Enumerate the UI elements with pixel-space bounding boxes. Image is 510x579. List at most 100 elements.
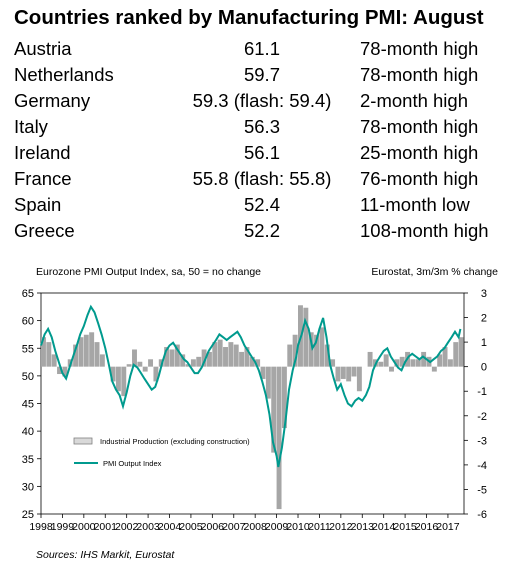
y-left-tick-label: 65 (22, 288, 34, 300)
y-left-tick-label: 60 (22, 316, 34, 328)
ip-bar (244, 347, 250, 367)
ip-bar (148, 359, 154, 367)
ip-bar (319, 327, 325, 367)
ip-bar (314, 334, 320, 367)
ip-bar (389, 366, 394, 372)
y-right-tick-label: -6 (477, 509, 487, 521)
y-right-tick-label: -5 (477, 484, 487, 496)
ranking-row: Italy 56.3 78-month high (14, 114, 510, 140)
ip-bar (453, 342, 459, 367)
pmi-note: 25-month high (360, 142, 479, 163)
ip-bar (292, 334, 298, 367)
ip-bar (190, 359, 196, 367)
pmi-note: 76-month high (360, 168, 479, 189)
legend-label-bars: Industrial Production (excluding constru… (100, 437, 250, 446)
ip-bar (46, 342, 52, 367)
ip-bar (201, 349, 207, 367)
y-left-tick-label: 30 (22, 481, 34, 493)
country-name: Netherlands (14, 64, 114, 85)
ip-bar (260, 366, 266, 379)
ip-bar (137, 361, 143, 367)
ip-bar (41, 337, 46, 367)
x-tick-label: 2001 (94, 521, 118, 533)
x-tick-label: 2005 (179, 521, 203, 533)
ip-bar (180, 354, 186, 367)
ip-bar (415, 359, 421, 367)
country-name: France (14, 168, 72, 189)
pmi-value: 59.3 (flash: 59.4) (192, 90, 332, 111)
pmi-note: 78-month high (360, 38, 479, 59)
x-tick-label: 2006 (201, 521, 225, 533)
x-tick-label: 2008 (243, 521, 267, 533)
pmi-value: 52.2 (243, 220, 280, 241)
ip-bar (394, 359, 400, 367)
x-tick-label: 2013 (351, 521, 375, 533)
ip-bar (89, 332, 95, 367)
y-right-tick-label: 1 (481, 337, 487, 349)
x-tick-label: 2012 (329, 521, 353, 533)
legend-label-line: PMI Output Index (103, 459, 162, 468)
ip-bar (367, 351, 373, 367)
ranking-row: Netherlands 59.7 78-month high (14, 62, 510, 88)
country-name: Ireland (14, 142, 71, 163)
ip-bar (239, 351, 245, 367)
pmi-note: 78-month high (360, 64, 479, 85)
ip-bar (223, 347, 228, 367)
y-right-tick-label: -1 (477, 386, 487, 398)
y-right-tick-label: -2 (477, 411, 487, 423)
chart-title-right: Eurostat, 3m/3m % change (371, 266, 498, 278)
ip-bar (233, 344, 239, 367)
ip-bar (51, 354, 57, 367)
ip-bar (378, 361, 384, 367)
legend-swatch-bars (73, 437, 93, 445)
x-tick-label: 2009 (265, 521, 289, 533)
ip-bar (142, 366, 148, 372)
ip-bar (185, 364, 191, 367)
ip-bar (196, 356, 202, 367)
x-tick-label: 2003 (136, 521, 160, 533)
pmi-value: 56.1 (243, 142, 280, 163)
pmi-note: 2-month high (360, 90, 468, 111)
ip-bar (340, 366, 346, 379)
ip-bar (121, 366, 127, 397)
y-left-tick-label: 40 (22, 426, 34, 438)
country-name: Greece (14, 220, 75, 241)
ip-bar (83, 334, 89, 367)
ip-bar (206, 351, 212, 367)
ip-bar (303, 307, 309, 367)
ip-bar (346, 366, 352, 382)
pmi-note: 108-month high (360, 220, 489, 241)
ip-bar (330, 359, 336, 367)
ip-bar (78, 337, 84, 367)
ip-bar (437, 354, 443, 367)
ip-bar (281, 366, 287, 429)
y-left-tick-label: 35 (22, 454, 34, 466)
y-left-tick-label: 50 (22, 371, 34, 383)
ip-bar (94, 342, 100, 367)
x-tick-label: 1998 (29, 521, 53, 533)
x-tick-label: 2004 (158, 521, 182, 533)
ip-bar (421, 351, 427, 367)
ip-bar (351, 366, 357, 377)
ip-bar (62, 366, 68, 377)
x-tick-label: 2016 (415, 521, 439, 533)
x-tick-label: 2002 (115, 521, 139, 533)
ip-bar (228, 342, 234, 367)
country-name: Spain (14, 194, 62, 215)
ip-bar (324, 344, 330, 367)
y-right-tick-label: 3 (481, 288, 487, 300)
country-name: Austria (14, 38, 72, 59)
ranking-row: Germany 59.3 (flash: 59.4) 2-month high (14, 88, 510, 114)
x-tick-label: 2010 (286, 521, 310, 533)
x-tick-label: 2017 (436, 521, 460, 533)
x-tick-label: 2007 (222, 521, 246, 533)
pmi-note: 11-month low (360, 194, 470, 215)
ip-bar (356, 366, 362, 392)
ip-bar (132, 349, 137, 367)
ip-bar (174, 344, 180, 367)
ip-bar (442, 347, 448, 367)
ip-bar (335, 366, 341, 382)
page-title: Countries ranked by Manufacturing PMI: A… (14, 6, 484, 29)
y-left-tick-label: 55 (22, 343, 34, 355)
ip-bar (399, 356, 405, 367)
